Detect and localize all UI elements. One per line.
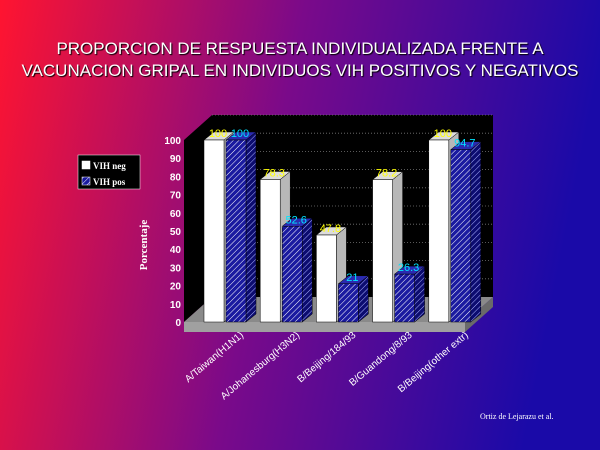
y-axis-label: Porcentaje — [138, 220, 150, 271]
data-label: 78.3 — [263, 167, 284, 179]
y-tick-label: 40 — [170, 245, 182, 256]
y-tick-label: 100 — [164, 136, 181, 147]
bar-side — [301, 217, 313, 323]
y-tick-label: 90 — [170, 154, 182, 165]
bar-vih-pos — [394, 273, 415, 323]
data-label: 100 — [434, 128, 452, 140]
legend-swatch — [81, 176, 91, 186]
data-label: 78.2 — [376, 168, 397, 180]
data-label: 100 — [231, 128, 249, 140]
slide-title: PROPORCION DE RESPUESTA INDIVIDUALIZADA … — [0, 38, 600, 82]
data-label: 21 — [346, 272, 358, 284]
y-tick-label: 20 — [170, 282, 182, 293]
bar-side — [470, 141, 482, 323]
data-label: 94.7 — [454, 138, 475, 150]
bar-vih-neg — [372, 179, 393, 323]
bar-vih-pos — [338, 283, 359, 323]
y-tick-label: 60 — [170, 209, 182, 220]
legend-label: VIH pos — [93, 177, 126, 187]
data-label: 52.6 — [285, 214, 306, 226]
bar-vih-pos — [450, 149, 472, 323]
bar-vih-neg — [259, 179, 281, 323]
bar-vih-pos — [281, 226, 303, 323]
x-tick-label: A/Taiwan(H1N1) — [183, 330, 246, 385]
source-credit: Ortiz de Lejarazu et al. — [480, 412, 554, 421]
y-tick-label: 80 — [170, 172, 182, 183]
bar-vih-pos — [225, 139, 247, 323]
bar-vih-neg — [203, 139, 225, 323]
y-tick-label: 70 — [170, 191, 182, 202]
data-label: 47.8 — [320, 223, 341, 235]
bar-side — [245, 131, 257, 323]
data-label: 26.3 — [398, 262, 419, 274]
bar-side — [414, 265, 425, 323]
y-tick-label: 0 — [175, 318, 181, 329]
y-tick-label: 10 — [170, 300, 182, 311]
data-label: 100 — [209, 128, 227, 140]
y-tick-label: 30 — [170, 263, 182, 274]
plot-floor-edge — [184, 322, 465, 332]
legend-swatch — [81, 160, 91, 170]
legend-label: VIH neg — [93, 161, 126, 171]
bar-vih-neg — [316, 234, 337, 323]
y-tick-label: 50 — [170, 227, 182, 238]
slide-title-line-1: PROPORCION DE RESPUESTA INDIVIDUALIZADA … — [56, 39, 544, 58]
x-tick-label: B/Beijing/184/93 — [295, 330, 358, 386]
bar-vih-neg — [428, 139, 450, 323]
slide-title-line-2: VACUNACION GRIPAL EN INDIVIDUOS VIH POSI… — [21, 61, 579, 80]
